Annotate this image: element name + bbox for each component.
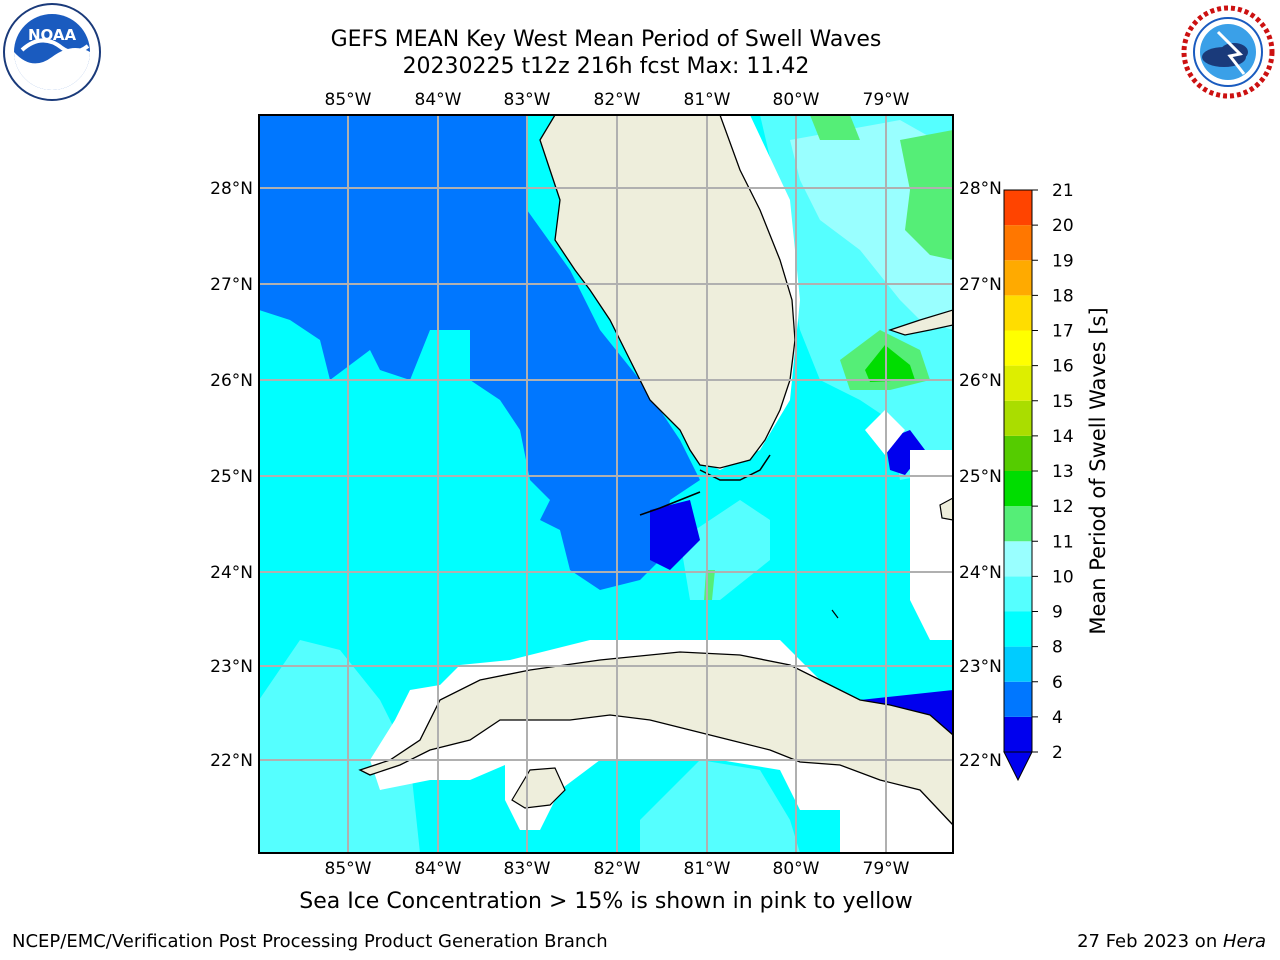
map-gridlines (259, 115, 953, 853)
lon-label: 84°W (415, 859, 462, 879)
lon-label: 84°W (415, 90, 462, 110)
lon-label: 85°W (325, 90, 372, 110)
colorbar-segment (1004, 541, 1032, 577)
colorbar-tick-label: 4 (1052, 708, 1063, 728)
colorbar-tick-label: 10 (1052, 567, 1074, 587)
lon-label: 82°W (594, 90, 641, 110)
colorbar-tick-label: 9 (1052, 603, 1063, 623)
colorbar-segment (1004, 400, 1032, 436)
credit-host: Hera (1222, 931, 1266, 952)
colorbar-extension (1003, 751, 1033, 782)
colorbar-tick-label: 2 (1052, 743, 1063, 763)
lat-label: 27°N (959, 275, 1002, 295)
lat-label: 25°N (959, 467, 1002, 487)
lat-label: 28°N (210, 179, 253, 199)
colorbar-segment (1004, 576, 1032, 612)
lon-label: 83°W (504, 859, 551, 879)
lat-label: 23°N (210, 657, 253, 677)
colorbar-tick-label: 12 (1052, 497, 1074, 517)
lon-label: 79°W (863, 90, 910, 110)
lat-label: 26°N (210, 371, 253, 391)
national-weather-service-logo (1180, 4, 1276, 100)
colorbar-segment (1004, 365, 1032, 401)
noaa-logo: NOAA (3, 3, 101, 101)
lon-label: 85°W (325, 859, 372, 879)
lat-label: 27°N (210, 275, 253, 295)
credit-branch: NCEP/EMC/Verification Post Processing Pr… (12, 931, 608, 952)
colorbar-tick-label: 16 (1052, 357, 1074, 377)
lon-label: 80°W (773, 859, 820, 879)
lat-label: 24°N (210, 563, 253, 583)
sea-ice-note: Sea Ice Concentration > 15% is shown in … (299, 889, 913, 914)
chart-subtitle: 20230225 t12z 216h fcst Max: 11.42 (402, 54, 810, 79)
lon-label: 81°W (684, 90, 731, 110)
colorbar-tick-label: 19 (1052, 251, 1074, 271)
lat-label: 22°N (959, 751, 1002, 771)
lon-label: 80°W (773, 90, 820, 110)
colorbar-segment (1004, 225, 1032, 261)
colorbar-segment (1004, 295, 1032, 331)
colorbar-segment (1004, 435, 1032, 471)
lat-labels-right: 28°N 27°N 26°N 25°N 24°N 23°N 22°N (959, 179, 1002, 771)
colorbar-segment (1004, 330, 1032, 366)
colorbar-segment (1004, 716, 1032, 752)
lon-labels-top: 85°W 84°W 83°W 82°W 81°W 80°W 79°W (325, 90, 910, 110)
colorbar-label: Mean Period of Swell Waves [s] (1086, 307, 1110, 634)
colorbar-segment (1004, 646, 1032, 682)
lon-labels-bottom: 85°W 84°W 83°W 82°W 81°W 80°W 79°W (325, 859, 910, 879)
colorbar-segment (1004, 681, 1032, 717)
map-border (258, 114, 954, 854)
colorbar-tick-label: 15 (1052, 392, 1074, 412)
chart-title: GEFS MEAN Key West Mean Period of Swell … (330, 27, 882, 52)
lon-label: 81°W (684, 859, 731, 879)
lon-label: 83°W (504, 90, 551, 110)
colorbar-tick-label: 8 (1052, 638, 1063, 658)
colorbar-tick-label: 6 (1052, 673, 1063, 693)
lat-label: 28°N (959, 179, 1002, 199)
colorbar-segment (1004, 190, 1032, 226)
colorbar-segment (1004, 471, 1032, 507)
colorbar-segment (1004, 611, 1032, 647)
colorbar: 2 4 6 8 9 10 11 12 13 14 15 16 17 18 19 20 21 (1003, 181, 1074, 782)
credit-date-text: 27 Feb 2023 on (1077, 931, 1223, 952)
isla-juventud (511, 767, 566, 809)
colorbar-tick-label: 18 (1052, 286, 1074, 306)
colorbar-tick-label: 17 (1052, 322, 1074, 342)
lat-labels-left: 28°N 27°N 26°N 25°N 24°N 23°N 22°N (210, 179, 253, 771)
credit-date: 27 Feb 2023 on Hera (1077, 931, 1266, 952)
region-2-4-gulf (259, 115, 700, 590)
noaa-logo-text: NOAA (28, 26, 77, 44)
lon-label: 82°W (594, 859, 641, 879)
colorbar-tick-label: 13 (1052, 462, 1074, 482)
lat-label: 26°N (959, 371, 1002, 391)
colorbar-tick-label: 14 (1052, 427, 1074, 447)
lat-label: 25°N (210, 467, 253, 487)
lat-label: 24°N (959, 563, 1002, 583)
colorbar-segment (1004, 506, 1032, 542)
colorbar-tick-label: 21 (1052, 181, 1074, 201)
lat-label: 22°N (210, 751, 253, 771)
colorbar-tick-label: 11 (1052, 532, 1074, 552)
map-area (259, 115, 953, 853)
lat-label: 23°N (959, 657, 1002, 677)
colorbar-tick-label: 20 (1052, 216, 1074, 236)
colorbar-segment (1004, 260, 1032, 296)
lon-label: 79°W (863, 859, 910, 879)
